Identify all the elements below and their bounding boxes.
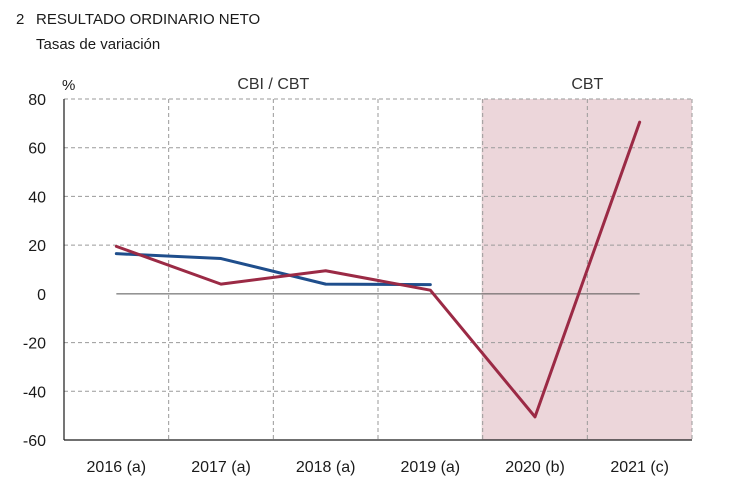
y-tick-label: 20: [28, 238, 46, 255]
y-tick-label: 40: [28, 189, 46, 206]
x-tick-label: 2021 (c): [610, 459, 669, 476]
y-tick-label: -40: [23, 384, 46, 401]
x-tick-label: 2016 (a): [87, 459, 147, 476]
x-tick-label: 2018 (a): [296, 459, 356, 476]
y-tick-label: -60: [23, 433, 46, 450]
x-tick-label: 2020 (b): [505, 459, 565, 476]
y-tick-label: 60: [28, 141, 46, 158]
chart-subtitle: Tasas de variación: [36, 36, 160, 53]
chart-title: RESULTADO ORDINARIO NETO: [36, 11, 260, 28]
region-label-1: CBT: [571, 76, 603, 93]
series-line-1: [114, 120, 642, 419]
y-tick-label: -20: [23, 336, 46, 353]
y-tick-label: 80: [28, 92, 46, 109]
x-tick-label: 2017 (a): [191, 459, 251, 476]
figure-number: 2: [16, 11, 24, 28]
y-tick-label: 0: [37, 287, 46, 304]
x-tick-label: 2019 (a): [401, 459, 461, 476]
series-line-0: [114, 252, 432, 287]
y-unit-label: %: [62, 77, 75, 94]
region-label-0: CBI / CBT: [237, 76, 309, 93]
